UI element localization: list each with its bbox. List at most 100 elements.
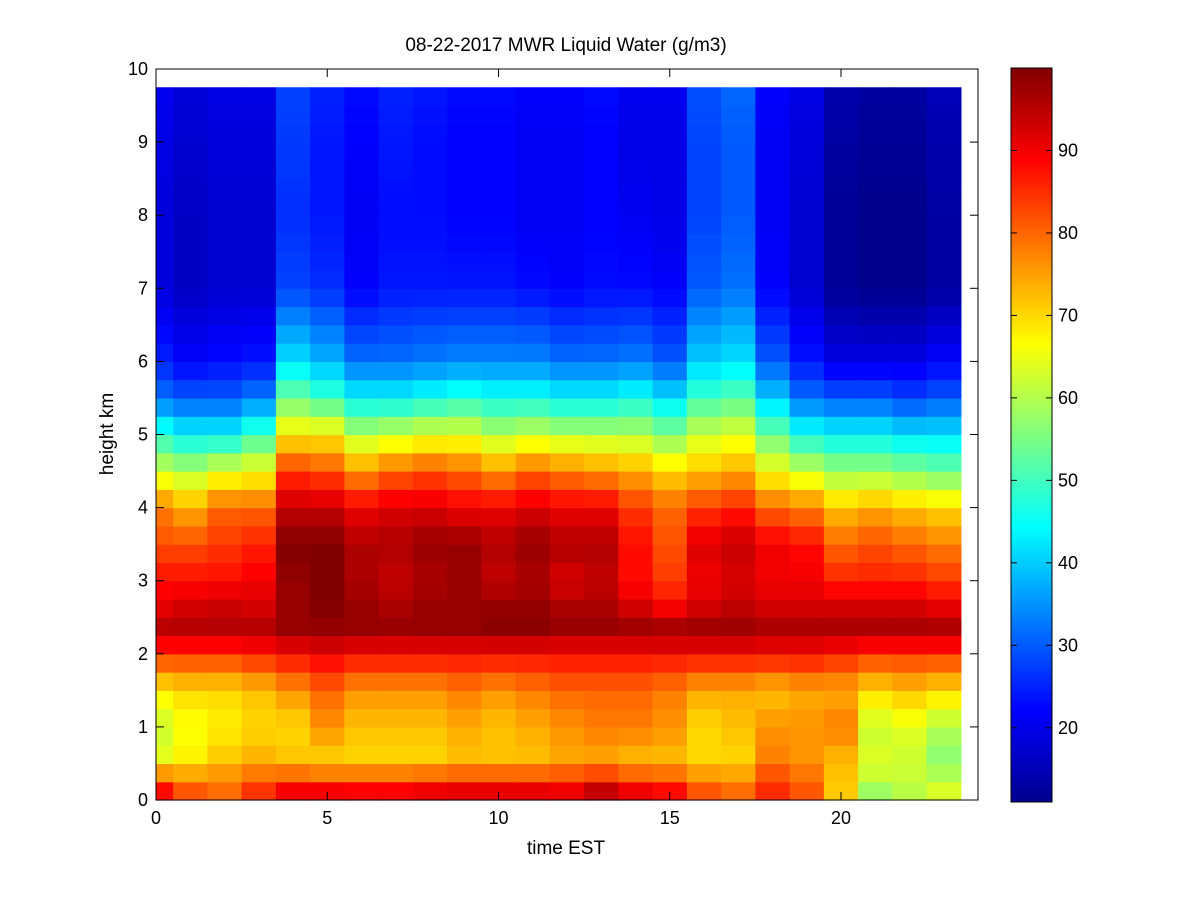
heatmap-cell: [858, 416, 893, 436]
heatmap-cell: [789, 251, 825, 271]
heatmap-cell: [173, 123, 208, 143]
y-axis-label: height km: [97, 393, 118, 475]
heatmap-cell: [515, 379, 551, 399]
heatmap-cell: [892, 196, 928, 216]
heatmap-cell: [858, 434, 893, 454]
heatmap-cell: [481, 416, 517, 436]
heatmap-cell: [858, 781, 893, 801]
heatmap-cell: [344, 105, 380, 125]
heatmap-cell: [549, 653, 585, 673]
heatmap-cell: [241, 489, 277, 509]
heatmap-cell: [481, 507, 517, 527]
heatmap-cell: [858, 580, 893, 600]
heatmap-cell: [858, 233, 893, 253]
heatmap-cell: [618, 672, 654, 691]
heatmap-cell: [275, 672, 311, 691]
heatmap-cell: [156, 105, 174, 125]
heatmap-cell: [755, 434, 791, 454]
heatmap-cell: [515, 306, 551, 326]
heatmap-cell: [447, 690, 482, 710]
heatmap-cell: [310, 580, 345, 600]
heatmap-cell: [275, 489, 311, 509]
heatmap-cell: [823, 507, 859, 527]
heatmap-cell: [156, 489, 174, 509]
heatmap-cell: [549, 507, 585, 527]
heatmap-cell: [721, 635, 756, 655]
heatmap-cell: [378, 178, 414, 198]
heatmap-cell: [755, 251, 791, 271]
heatmap-cell: [412, 690, 448, 710]
heatmap-cell: [892, 672, 928, 691]
heatmap-cell: [156, 306, 174, 326]
heatmap-cell: [241, 397, 277, 417]
heatmap-cell: [823, 251, 859, 271]
heatmap-cell: [755, 123, 791, 143]
heatmap-cell: [584, 324, 619, 344]
heatmap-cell: [789, 379, 825, 399]
heatmap-cell: [378, 525, 414, 545]
heatmap-cell: [686, 270, 722, 289]
heatmap-cell: [156, 343, 174, 363]
heatmap-cell: [549, 270, 585, 289]
heatmap-cell: [549, 123, 585, 143]
heatmap-cell: [755, 397, 791, 417]
heatmap-cell: [447, 87, 482, 107]
heatmap-cell: [310, 288, 345, 308]
heatmap-cell: [926, 233, 962, 253]
heatmap-cell: [858, 196, 893, 216]
heatmap-cell: [412, 160, 448, 180]
heatmap-cell: [721, 160, 756, 180]
heatmap-cell: [823, 105, 859, 125]
heatmap-cell: [858, 452, 893, 472]
heatmap-cell: [310, 598, 345, 618]
heatmap-cell: [344, 434, 380, 454]
heatmap-cell: [858, 306, 893, 326]
heatmap: [156, 87, 962, 801]
heatmap-cell: [652, 763, 688, 783]
heatmap-cell: [789, 142, 825, 161]
heatmap-cell: [275, 343, 311, 363]
heatmap-cell: [618, 178, 654, 198]
heatmap-cell: [652, 690, 688, 710]
heatmap-cell: [652, 142, 688, 161]
heatmap-cell: [378, 324, 414, 344]
heatmap-cell: [344, 580, 380, 600]
heatmap-cell: [789, 745, 825, 765]
heatmap-cell: [823, 288, 859, 308]
heatmap-cell: [173, 87, 208, 107]
heatmap-cell: [447, 452, 482, 472]
heatmap-cell: [173, 343, 208, 363]
heatmap-cell: [721, 178, 756, 198]
heatmap-cell: [275, 324, 311, 344]
heatmap-cell: [858, 507, 893, 527]
heatmap-cell: [481, 306, 517, 326]
heatmap-cell: [755, 178, 791, 198]
heatmap-cell: [378, 288, 414, 308]
heatmap-cell: [892, 580, 928, 600]
heatmap-cell: [310, 306, 345, 326]
heatmap-cell: [755, 635, 791, 655]
heatmap-cell: [344, 251, 380, 271]
heatmap-cell: [173, 635, 208, 655]
heatmap-cell: [686, 306, 722, 326]
y-tick-label: 5: [138, 425, 148, 445]
heatmap-cell: [926, 361, 962, 381]
heatmap-cell: [618, 343, 654, 363]
heatmap-cell: [481, 196, 517, 216]
heatmap-cell: [481, 87, 517, 107]
heatmap-cell: [892, 745, 928, 765]
heatmap-cell: [721, 507, 756, 527]
heatmap-cell: [156, 251, 174, 271]
heatmap-cell: [789, 580, 825, 600]
heatmap-cell: [686, 763, 722, 783]
heatmap-cell: [378, 690, 414, 710]
heatmap-cell: [241, 324, 277, 344]
heatmap-cell: [447, 215, 482, 235]
heatmap-cell: [549, 343, 585, 363]
heatmap-cell: [858, 653, 893, 673]
heatmap-cell: [344, 617, 380, 637]
heatmap-cell: [515, 87, 551, 107]
heatmap-cell: [515, 160, 551, 180]
heatmap-cell: [755, 489, 791, 509]
heatmap-cell: [173, 178, 208, 198]
